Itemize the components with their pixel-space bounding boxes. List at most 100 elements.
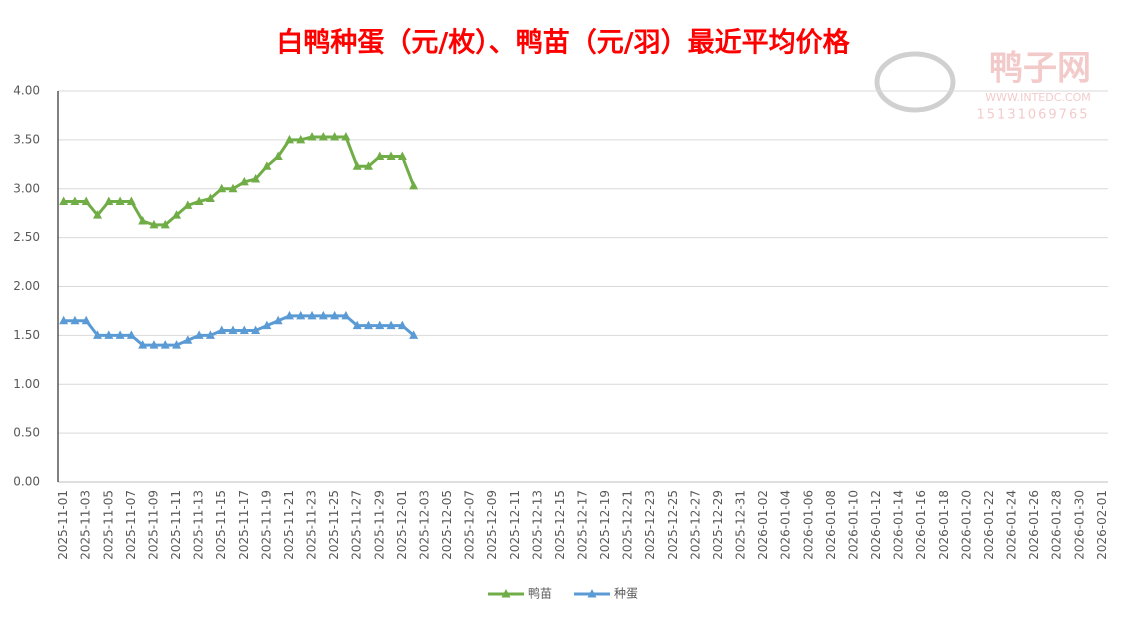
y-tick-label: 2.50 [13,230,40,244]
point [104,330,114,339]
x-tick-label: 2025-11-15 [214,490,228,560]
point [126,330,136,339]
point [172,210,182,219]
x-tick-label: 2026-01-20 [959,490,973,560]
point [115,196,125,205]
point [273,151,283,160]
point [352,320,362,330]
point [93,330,103,339]
point [93,210,103,219]
x-tick-label: 2025-11-25 [327,490,341,560]
point [59,196,69,205]
point [59,315,69,325]
point [318,131,328,141]
x-tick-label: 2026-01-14 [892,490,906,560]
x-tick-label: 2025-12-21 [621,490,635,560]
x-tick-label: 2026-01-16 [914,490,928,560]
x-tick-label: 2025-12-23 [643,490,657,560]
x-tick-label: 2025-12-29 [711,490,725,560]
x-tick-label: 2025-12-25 [666,490,680,560]
point [217,183,227,193]
point [262,320,272,330]
x-tick-label: 2025-12-09 [485,490,499,560]
x-tick-label: 2025-11-21 [282,490,296,560]
legend-label: 鸭苗 [528,587,552,601]
point [160,340,170,349]
x-tick-label: 2025-11-13 [192,490,206,560]
x-tick-label: 2025-12-13 [530,490,544,560]
point [307,131,317,141]
x-tick-label: 2025-11-17 [237,490,251,560]
point [296,134,306,144]
point [205,193,215,203]
x-tick-label: 2025-12-27 [688,490,702,560]
point [409,180,419,190]
point [262,161,272,170]
y-tick-label: 4.00 [13,84,40,98]
x-tick-label: 2025-11-27 [350,490,364,560]
x-tick-label: 2025-12-11 [508,490,522,560]
x-tick-label: 2026-01-10 [846,490,860,560]
watermark: 鸭子网 WWW.INTEDC.COM 15131069765 [874,49,1091,123]
point [194,196,204,205]
x-tick-label: 2026-01-28 [1050,490,1064,560]
x-tick-label: 2026-01-26 [1027,490,1041,560]
point [341,131,351,141]
point [149,340,159,349]
x-tick-label: 2025-11-23 [305,490,319,560]
point [284,134,294,144]
point [386,151,396,160]
x-tick-label: 2025-12-07 [463,490,477,560]
x-tick-label: 2026-01-02 [756,490,770,560]
x-tick-label: 2025-11-09 [146,490,160,560]
point [126,196,136,205]
x-tick-label: 2026-01-08 [824,490,838,560]
point [375,320,385,330]
watermark-name: 鸭子网 [989,49,1091,89]
y-tick-label: 1.50 [13,328,40,342]
watermark-phone: 15131069765 [977,108,1090,123]
point [296,310,306,320]
point [138,216,148,225]
point [251,325,261,334]
point [81,196,91,205]
point [205,330,215,339]
y-tick-label: 1.00 [13,377,40,391]
x-tick-label: 2025-12-17 [576,490,590,560]
point [307,310,317,320]
legend-label: 种蛋 [614,587,638,601]
x-tick-label: 2025-11-29 [372,490,386,560]
point [172,340,182,349]
point [138,340,148,349]
y-tick-label: 0.00 [13,475,40,489]
point [217,325,227,334]
point [183,200,193,209]
point [70,196,80,205]
x-tick-label: 2025-11-07 [124,490,138,560]
x-tick-label: 2026-01-04 [779,490,793,560]
point [239,176,249,186]
x-tick-label: 2026-01-06 [801,490,815,560]
point [228,325,238,334]
point [228,183,238,193]
x-tick-label: 2025-12-19 [598,490,612,560]
x-tick-label: 2026-02-01 [1095,490,1109,560]
point [330,310,340,320]
point [397,320,407,330]
legend-marker [587,589,597,598]
x-tick-label: 2025-12-01 [395,490,409,560]
x-tick-label: 2025-11-11 [169,490,183,560]
point [194,330,204,339]
point [160,219,170,229]
point [149,219,159,229]
y-tick-label: 3.00 [13,181,40,195]
point [251,173,261,183]
legend-marker [501,589,511,598]
y-tick-label: 2.00 [13,279,40,293]
point [104,196,114,205]
point [239,325,249,334]
point [352,161,362,170]
x-tick-label: 2025-12-15 [553,490,567,560]
point [409,330,419,339]
